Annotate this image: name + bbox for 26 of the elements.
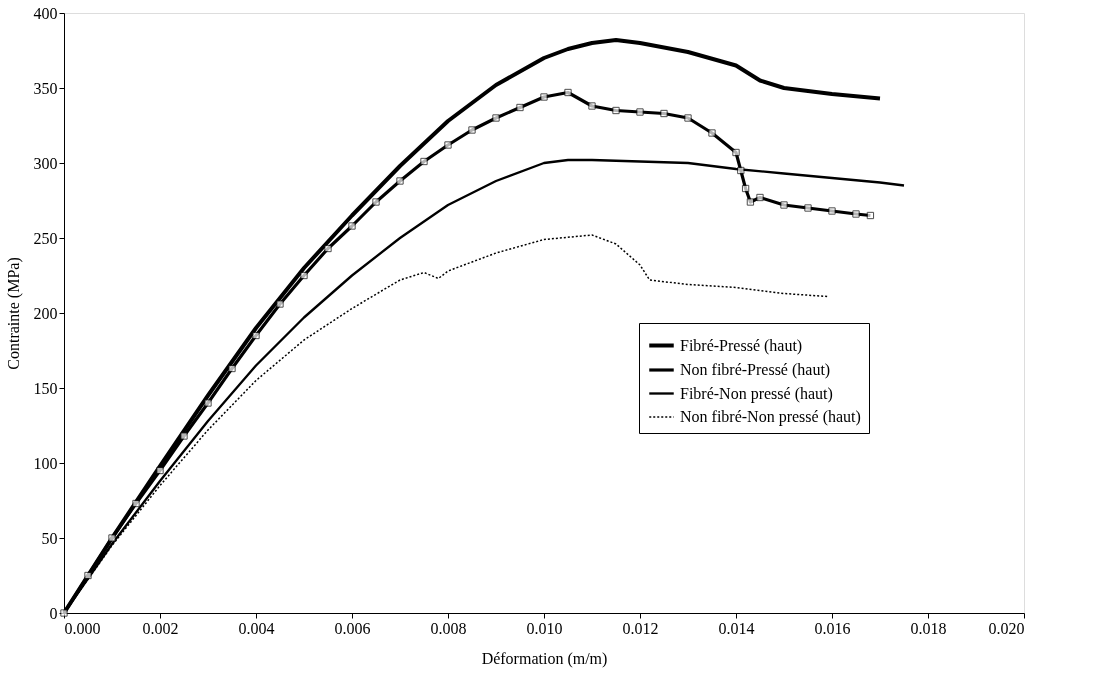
y-tick-label: 300 [33, 154, 58, 172]
x-tick-label: 0.006 [334, 619, 371, 637]
x-tick-label: 0.018 [910, 619, 947, 637]
y-tick-label: 150 [33, 379, 58, 397]
x-tick-label: 0.012 [622, 619, 659, 637]
y-tick-label: 100 [33, 454, 58, 472]
legend-label: Non fibré-Non pressé (haut) [680, 408, 861, 426]
y-tick-label: 350 [33, 79, 58, 97]
legend-label: Fibré-Pressé (haut) [680, 336, 803, 355]
x-tick-label: 0.014 [718, 619, 755, 637]
y-tick-label: 250 [33, 229, 58, 247]
x-tick-label: 0.004 [238, 619, 275, 637]
x-axis-title: Déformation (m/m) [481, 649, 608, 668]
x-tick-label: 0.000 [64, 619, 101, 637]
x-tick-label: 0.002 [142, 619, 179, 637]
y-tick-label: 200 [33, 304, 58, 322]
y-tick-label: 50 [41, 529, 58, 547]
legend-label: Fibré-Non pressé (haut) [680, 384, 833, 403]
x-tick-label: 0.010 [526, 619, 563, 637]
x-tick-label: 0.016 [814, 619, 851, 637]
y-axis-title: Contrainte (MPa) [4, 257, 23, 370]
y-tick-label: 0 [49, 604, 58, 622]
legend-label: Non fibré-Pressé (haut) [680, 361, 831, 379]
x-tick-label: 0.008 [430, 619, 467, 637]
x-tick-label: 0.020 [988, 619, 1025, 637]
y-tick-label: 400 [33, 4, 58, 22]
